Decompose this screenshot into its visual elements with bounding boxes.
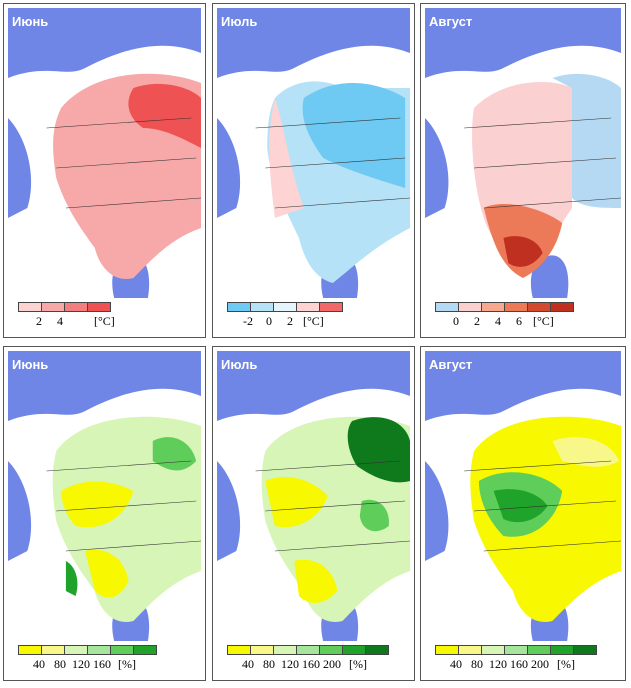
legend-unit: [%] (557, 657, 575, 671)
legend-swatch (481, 645, 505, 655)
legend-swatch (41, 645, 65, 655)
precip-map-august (425, 351, 621, 641)
legend-tick: 0 (453, 314, 459, 328)
temp-legend-august: 0 2 4 6 [°C] (425, 298, 621, 334)
legend-tick: 80 (263, 657, 275, 671)
legend-swatch (527, 645, 551, 655)
legend-swatch (87, 645, 111, 655)
legend-unit: [°C] (303, 314, 324, 328)
legend-tick: 120 (72, 657, 90, 671)
legend-tick: 200 (531, 657, 549, 671)
legend-swatch (573, 645, 597, 655)
legend-swatch (481, 302, 505, 312)
anomaly-zone-4plus (128, 83, 201, 148)
legend-tick: 4 (495, 314, 501, 328)
precip-map-june (8, 351, 201, 641)
temp-panel-june: Июнь 2 4 [°C] (3, 3, 206, 338)
month-label: Июнь (12, 14, 49, 29)
legend-swatch (227, 302, 251, 312)
legend-unit: [°C] (94, 314, 115, 328)
temp-map-june (8, 8, 201, 298)
legend-swatch (273, 302, 297, 312)
legend-tick: 40 (450, 657, 462, 671)
precip-panel-july: Июль 40 80 120 160 200 [%] (212, 346, 415, 681)
legend-swatch (41, 302, 65, 312)
legend-tick: 160 (302, 657, 320, 671)
precip-panel-august: Август 40 80 120 160 200 [%] (420, 346, 626, 681)
legend-swatch (319, 645, 343, 655)
legend-swatch (504, 645, 528, 655)
legend-swatch (250, 645, 274, 655)
temp-map-july (217, 8, 410, 298)
precip-panel-june: Июнь 40 80 120 160 [%] (3, 346, 206, 681)
legend-swatch (250, 302, 274, 312)
legend-swatch (458, 302, 482, 312)
legend-unit: [%] (349, 657, 367, 671)
precip-legend-july: 40 80 120 160 200 [%] (217, 641, 410, 677)
legend-tick: 0 (266, 314, 272, 328)
month-label: Август (429, 14, 473, 29)
precip-legend-august: 40 80 120 160 200 [%] (425, 641, 621, 677)
legend-swatch (435, 645, 459, 655)
legend-tick: 200 (323, 657, 341, 671)
legend-swatch (458, 645, 482, 655)
legend-tick: -2 (243, 314, 253, 328)
legend-swatch (365, 645, 389, 655)
legend-swatch (18, 645, 42, 655)
legend-tick: 2 (287, 314, 293, 328)
legend-swatch (64, 645, 88, 655)
temp-legend-june: 2 4 [°C] (8, 298, 201, 334)
sea-area (8, 8, 201, 78)
legend-tick: 120 (489, 657, 507, 671)
legend-swatch (64, 302, 88, 312)
legend-swatch (273, 645, 297, 655)
legend-swatch (550, 645, 574, 655)
legend-swatch (18, 302, 42, 312)
legend-swatch (110, 645, 134, 655)
legend-swatch (87, 302, 111, 312)
legend-swatch (133, 645, 157, 655)
legend-swatch (342, 645, 366, 655)
legend-unit: [°C] (533, 314, 554, 328)
legend-tick: 40 (33, 657, 45, 671)
legend-tick: 160 (510, 657, 528, 671)
legend-tick: 120 (281, 657, 299, 671)
legend-swatch (550, 302, 574, 312)
temp-panel-august: Август 0 2 4 6 [°C] (420, 3, 626, 338)
temp-map-august (425, 8, 621, 298)
month-label: Август (429, 357, 473, 372)
month-label: Июнь (12, 357, 49, 372)
legend-tick: 2 (36, 314, 42, 328)
month-label: Июль (221, 14, 258, 29)
temp-legend-july: -2 0 2 [°C] (217, 298, 410, 334)
legend-tick: 40 (242, 657, 254, 671)
legend-tick: 6 (516, 314, 522, 328)
legend-tick: 160 (93, 657, 111, 671)
legend-swatch (319, 302, 343, 312)
legend-swatch (435, 302, 459, 312)
temp-panel-july: Июль -2 0 2 [°C] (212, 3, 415, 338)
legend-swatch (227, 645, 251, 655)
legend-swatch (296, 645, 320, 655)
month-label: Июль (221, 357, 258, 372)
legend-tick: 80 (471, 657, 483, 671)
legend-tick: 4 (57, 314, 63, 328)
precip-legend-june: 40 80 120 160 [%] (8, 641, 201, 677)
legend-unit: [%] (118, 657, 136, 671)
legend-swatch (504, 302, 528, 312)
legend-swatch (296, 302, 320, 312)
legend-swatch (527, 302, 551, 312)
precip-map-july (217, 351, 410, 641)
legend-tick: 80 (54, 657, 66, 671)
legend-tick: 2 (474, 314, 480, 328)
